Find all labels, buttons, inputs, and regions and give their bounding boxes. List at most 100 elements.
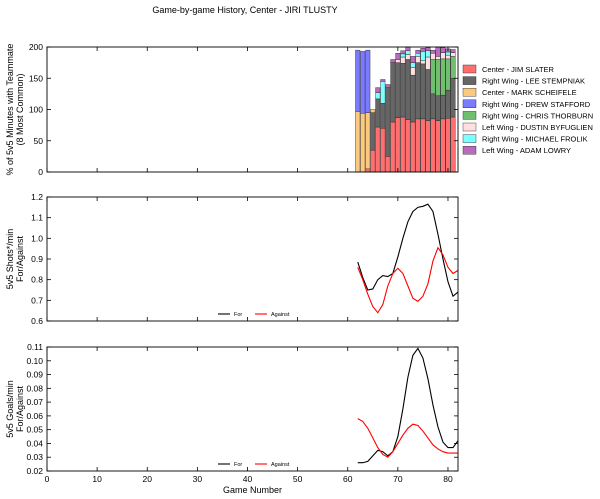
bar-segment [450,56,456,79]
x-tick-label: 20 [143,474,153,484]
bar-segment [370,112,376,151]
axes-frame [46,346,459,472]
y-tick-label: 0.11 [27,342,43,352]
bar-segment [385,84,391,88]
x-tick-label: 0 [45,474,50,484]
bar-segment [355,111,361,173]
bar-segment [420,60,426,65]
x-tick-label: 10 [92,474,102,484]
legend-entry: Left Wing - ADAM LOWRY [482,146,571,155]
series-line-for [357,347,459,464]
y-tick-label: 50 [34,136,44,146]
y-tick-label: 200 [29,42,43,52]
bar-segment [410,67,416,76]
y-tick-label: 0.06 [26,411,43,421]
legend-entry: For [234,462,242,468]
bar-segment [440,118,446,173]
y-axis-label-line: 5v5 Goals/min [5,380,15,438]
bar-segment [415,118,421,173]
legend-entry: Right Wing - MICHAEL FROLIK [482,135,588,144]
bar-segment [395,117,401,173]
bar-segment [445,118,451,173]
x-tick-label: 80 [443,474,453,484]
y-axis-label: 5v5 Shots*/minFor/Against [5,229,25,290]
legend-entry: Right Wing - CHRIS THORBURN [482,111,593,120]
chart-title: Game-by-game History, Center - JIRI TLUS… [152,5,337,15]
bar-segment [445,89,451,119]
bar-segment [420,118,426,173]
legend-entry: Right Wing - DREW STAFFORD [482,100,591,109]
bar-segment [385,156,391,173]
bar-segment [360,51,366,114]
bar-segment [365,112,371,170]
y-tick-label: 0.05 [26,425,43,435]
y-tick-label: 0 [38,167,43,177]
bar-segment [440,47,446,53]
bar-segment [415,62,421,120]
legend-swatch [462,64,477,74]
bar-segment [390,59,396,63]
bar-segment [405,46,411,51]
chart-panel-1: 0 50 100 150 200 % of 5v5 Minutes with Teamma… [5,42,593,177]
legend-swatch [462,76,477,85]
y-tick-label: 0.03 [26,452,43,462]
bar-segment [435,46,441,57]
y-axis-label-line: For/Against [15,235,25,282]
bar-segment [435,56,441,60]
bar-segment [410,62,416,68]
x-tick-label: 40 [243,474,253,484]
bar-segment [440,94,446,120]
y-axis-label: 5v5 Goals/minFor/Against [5,380,25,438]
legend-swatch [462,134,477,143]
bar-segment [380,81,386,104]
legend-swatch [462,111,477,120]
chart-panel-2: 0.6 0.7 0.8 0.9 1.0 1.1 1.2 5v5 Shots*/minFor/A… [5,192,459,326]
y-axis-label: % of 5v5 Minutes with Teammate(8 Most Co… [5,44,25,176]
y-tick-label: 100 [29,105,43,115]
bar-segment [360,113,366,173]
bar-segment [425,120,431,173]
legend-entry: Against [271,462,290,468]
bar-segment [375,98,381,128]
bar-segment [425,69,431,121]
bar-segment [390,121,396,173]
bar-segment [415,49,421,54]
bar-segment [405,119,411,173]
x-tick-label: 70 [393,474,403,484]
bar-segment [400,63,406,118]
bar-segment [395,59,401,63]
bar-segment [355,49,361,112]
bar-segment [370,109,376,113]
y-tick-label: 150 [29,73,43,83]
bar-segment [380,79,386,82]
legend-entry: Against [271,312,290,318]
bar-segment [375,126,381,173]
legend-entry: Right Wing - LEE STEMPNIAK [482,77,585,86]
bar-segment [375,87,381,93]
legend-swatch [462,145,477,155]
bar-segment [445,58,451,91]
y-tick-label: 0.8 [31,275,43,285]
bar-segment [385,87,391,157]
legend: Center - JIM SLATER Right Wing - LEE STEM… [462,64,593,155]
y-tick-label: 0.7 [31,295,43,305]
bar-segment [450,116,456,173]
bar-segment [380,128,386,173]
bar-segment [435,95,441,121]
bar-segment [415,56,421,63]
y-tick-label: 0.9 [31,254,43,264]
legend-swatch [462,122,477,132]
bar-segment [425,56,431,70]
bar-segment [445,54,451,60]
y-tick-label: 0.07 [26,397,43,407]
legend-entry: Center - MARK SCHEIFELE [482,88,577,97]
bar-segment [450,78,456,118]
bar-segment [440,52,446,60]
y-tick-label: 0.08 [26,383,43,393]
y-axis-label-line: For/Against [15,385,25,432]
y-tick-label: 0.04 [26,438,43,448]
x-tick-label: 60 [343,474,353,484]
bar-segment [420,63,426,120]
bar-segment [430,93,436,120]
